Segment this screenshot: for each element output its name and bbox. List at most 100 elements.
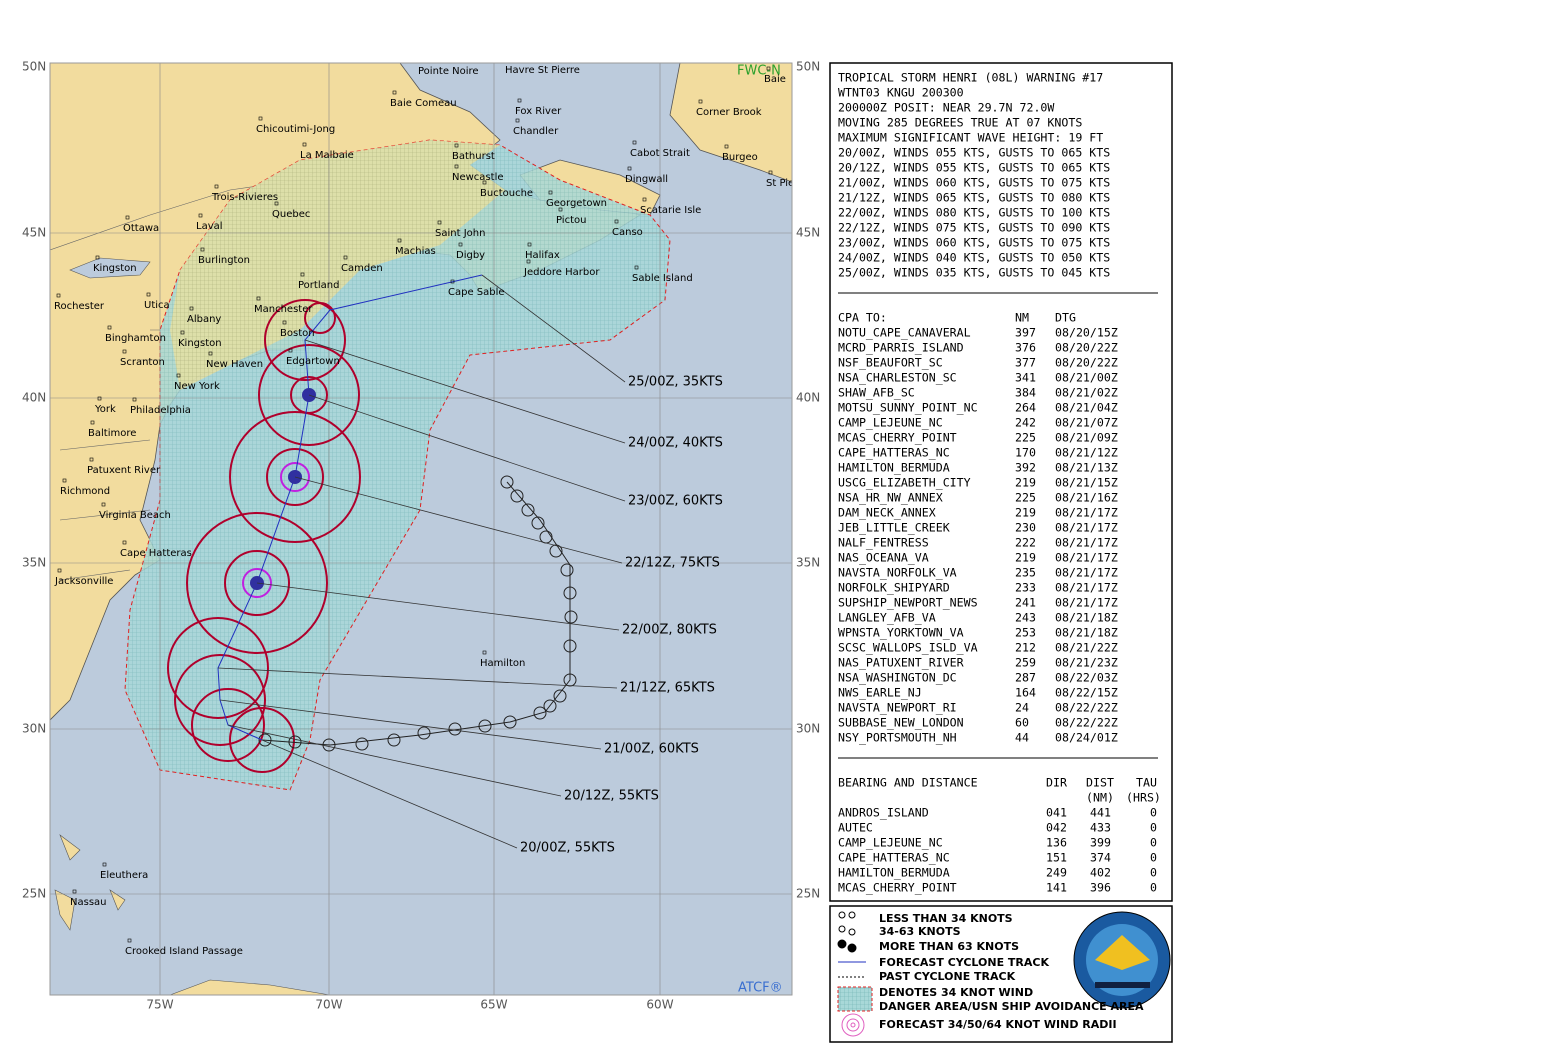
bearing-header: DIR	[1046, 776, 1067, 790]
cpa-cell: 08/21/17Z	[1055, 551, 1118, 565]
bearing-header: DIST	[1086, 776, 1114, 790]
cpa-cell: 08/22/15Z	[1055, 686, 1118, 700]
place-label: Richmond	[60, 486, 110, 497]
bearing-cell: AUTEC	[838, 821, 873, 835]
bearing-subheader: (NM)	[1086, 791, 1114, 805]
place-label: Trois-Rivieres	[211, 192, 278, 203]
place-label: Scatarie Isle	[640, 205, 701, 216]
place-marker	[454, 164, 459, 169]
legend-item: FORECAST 34/50/64 KNOT WIND RADII	[879, 1018, 1117, 1031]
cpa-cell: NALF_FENTRESS	[838, 536, 929, 550]
place-label: Quebec	[272, 209, 310, 220]
forecast-label: 20/12Z, 55KTS	[564, 789, 659, 804]
place-label: Chandler	[513, 126, 559, 137]
place-marker	[62, 478, 67, 483]
cpa-cell: 08/22/22Z	[1055, 716, 1118, 730]
place-marker	[632, 140, 637, 145]
logo	[1073, 911, 1171, 1009]
lat-label: 45N	[22, 226, 46, 240]
lat-label: 30N	[796, 722, 820, 736]
place-label: Patuxent River	[87, 465, 161, 476]
place-marker	[458, 242, 463, 247]
bearing-header: TAU	[1136, 776, 1157, 790]
lat-label: 40N	[22, 391, 46, 405]
bearing-cell: 249	[1046, 866, 1067, 880]
place-label: Utica	[144, 300, 170, 311]
cpa-cell: NORFOLK_SHIPYARD	[838, 581, 950, 595]
lat-label: 35N	[796, 556, 820, 570]
place-marker	[122, 349, 127, 354]
cpa-cell: 225	[1015, 491, 1036, 505]
place-marker	[97, 396, 102, 401]
bearing-subheader: (HRS)	[1126, 791, 1161, 805]
lat-label: 25N	[22, 887, 46, 901]
legend-item: 34-63 KNOTS	[879, 925, 961, 938]
cpa-cell: NSY_PORTSMOUTH_NH	[838, 731, 957, 745]
legend-item: FORECAST CYCLONE TRACK	[879, 956, 1049, 969]
cpa-cell: CAMP_LEJEUNE_NC	[838, 416, 943, 430]
cpa-cell: 08/21/17Z	[1055, 596, 1118, 610]
warning-line: 22/00Z, WINDS 080 KTS, GUSTS TO 100 KTS	[838, 206, 1110, 220]
legend-item: LESS THAN 34 KNOTS	[879, 912, 1013, 925]
place-marker	[558, 207, 563, 212]
place-marker	[698, 99, 703, 104]
legend-item: PAST CYCLONE TRACK	[879, 970, 1016, 983]
place-label: Burlington	[198, 255, 250, 266]
cpa-cell: 243	[1015, 611, 1036, 625]
warning-line: 24/00Z, WINDS 040 KTS, GUSTS TO 050 KTS	[838, 251, 1110, 265]
place-marker	[614, 219, 619, 224]
forecast-label: 22/12Z, 75KTS	[625, 556, 720, 571]
place-marker	[482, 650, 487, 655]
place-label: Eleuthera	[100, 870, 148, 881]
place-label: Fox River	[515, 106, 562, 117]
cpa-cell: NWS_EARLE_NJ	[838, 686, 922, 700]
cpa-cell: NSA_CHARLESTON_SC	[838, 371, 957, 385]
cpa-cell: 08/20/22Z	[1055, 341, 1118, 355]
cpa-cell: SCSC_WALLOPS_ISLD_VA	[838, 641, 978, 655]
legend-icons	[837, 911, 873, 1037]
cpa-cell: NSA_HR_NW_ANNEX	[838, 491, 943, 505]
place-label: Kingston	[93, 263, 137, 274]
place-label: New Haven	[206, 359, 263, 370]
place-label: Newcastle	[452, 172, 504, 183]
place-label: Pictou	[556, 215, 586, 226]
place-marker	[627, 166, 632, 171]
warning-line: MAXIMUM SIGNIFICANT WAVE HEIGHT: 19 FT	[838, 131, 1103, 145]
cpa-cell: NAS_OCEANA_VA	[838, 551, 929, 565]
cpa-cell: 08/21/15Z	[1055, 476, 1118, 490]
place-label: Chicoutimi-Jong	[256, 124, 335, 135]
place-label: Georgetown	[546, 198, 607, 209]
lat-label: 35N	[22, 556, 46, 570]
bearing-cell: 0	[1150, 836, 1157, 850]
place-label: Scranton	[120, 357, 165, 368]
place-label: Laval	[196, 221, 223, 232]
cpa-cell: 08/21/12Z	[1055, 446, 1118, 460]
cpa-cell: 376	[1015, 341, 1036, 355]
place-marker	[176, 373, 181, 378]
bearing-cell: 0	[1150, 806, 1157, 820]
bearing-cell: 041	[1046, 806, 1067, 820]
place-label: Rochester	[54, 301, 105, 312]
cpa-cell: 264	[1015, 401, 1036, 415]
warning-line: 20/00Z, WINDS 055 KTS, GUSTS TO 065 KTS	[838, 146, 1110, 160]
bearing-cell: 141	[1046, 881, 1067, 895]
bearing-cell: HAMILTON_BERMUDA	[838, 866, 950, 880]
place-marker	[200, 247, 205, 252]
lat-label: 30N	[22, 722, 46, 736]
place-marker	[288, 348, 293, 353]
place-marker	[72, 889, 77, 894]
forecast-label: 20/00Z, 55KTS	[520, 841, 615, 856]
cpa-cell: 08/21/17Z	[1055, 506, 1118, 520]
warning-line: 21/00Z, WINDS 060 KTS, GUSTS TO 075 KTS	[838, 176, 1110, 190]
cpa-cell: NOTU_CAPE_CANAVERAL	[838, 326, 971, 340]
warning-line: 23/00Z, WINDS 060 KTS, GUSTS TO 075 KTS	[838, 236, 1110, 250]
place-label: Halifax	[525, 250, 560, 261]
bearing-cell: 042	[1046, 821, 1067, 835]
place-label: Crooked Island Passage	[125, 946, 243, 957]
cpa-cell: NAVSTA_NEWPORT_RI	[838, 701, 957, 715]
cpa-cell: LANGLEY_AFB_VA	[838, 611, 936, 625]
island	[54, 834, 126, 931]
place-label: Albany	[187, 314, 221, 325]
place-label: Baie Comeau	[390, 98, 457, 109]
